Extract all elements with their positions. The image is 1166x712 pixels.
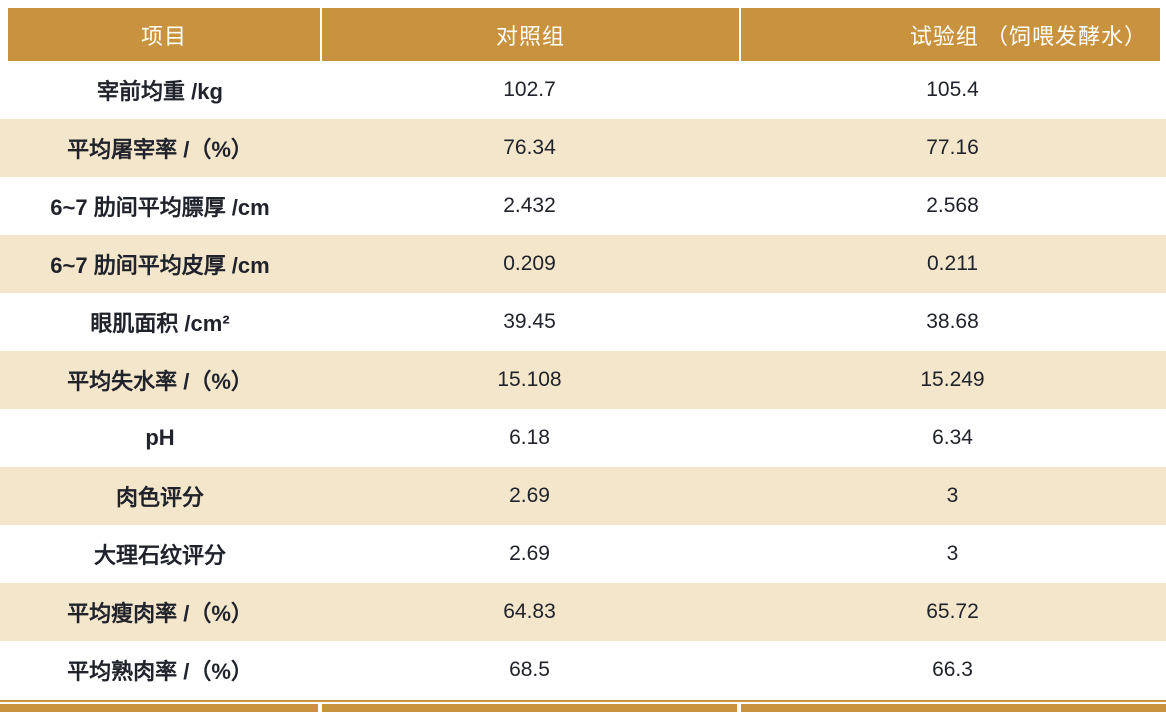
table-row: 眼肌面积 /cm² 39.45 38.68 xyxy=(0,293,1166,351)
header-col-control: 对照组 xyxy=(320,8,739,61)
table-row: 平均屠宰率 /（%） 76.34 77.16 xyxy=(0,119,1166,177)
row-label: 肉色评分 xyxy=(115,485,204,510)
row-label: 眼肌面积 /cm² xyxy=(90,311,230,336)
table-row: 大理石纹评分 2.69 3 xyxy=(0,525,1166,583)
bottom-rule-segment xyxy=(0,704,318,712)
row-label: 大理石纹评分 xyxy=(93,543,226,568)
table-row: 平均瘦肉率 /（%） 64.83 65.72 xyxy=(0,583,1166,641)
table-row: 6~7 肋间平均膘厚 /cm 2.432 2.568 xyxy=(0,177,1166,235)
table-row: 平均熟肉率 /（%） 68.5 66.3 xyxy=(0,641,1166,699)
table-row: 平均失水率 /（%） 15.108 15.249 xyxy=(0,351,1166,409)
control-value: 0.209 xyxy=(503,252,556,275)
test-value: 38.68 xyxy=(926,310,979,333)
test-value: 66.3 xyxy=(932,658,973,681)
table-row: pH 6.18 6.34 xyxy=(0,409,1166,467)
test-value: 3 xyxy=(946,484,959,507)
control-value: 2.432 xyxy=(503,194,556,217)
test-value: 15.249 xyxy=(920,368,985,391)
control-value: 64.83 xyxy=(503,600,556,623)
bottom-rule-segment xyxy=(322,704,737,712)
row-label: 6~7 肋间平均皮厚 /cm xyxy=(50,253,270,278)
control-value: 68.5 xyxy=(509,658,550,681)
bottom-rule-segment xyxy=(741,704,1166,712)
control-value: 2.69 xyxy=(509,484,550,507)
row-label: pH xyxy=(145,425,175,450)
header-col-test: 试验组 （饲喂发酵水） xyxy=(739,8,1160,61)
control-value: 102.7 xyxy=(503,78,556,101)
test-value: 6.34 xyxy=(932,426,973,449)
control-value: 6.18 xyxy=(509,426,550,449)
test-value: 0.211 xyxy=(927,252,978,275)
table-row: 肉色评分 2.69 3 xyxy=(0,467,1166,525)
test-value: 105.4 xyxy=(926,78,979,101)
control-value: 76.34 xyxy=(503,136,556,159)
table-body: 宰前均重 /kg 102.7 105.4 平均屠宰率 /（%） 76.34 77… xyxy=(0,61,1166,699)
bottom-rule-thin xyxy=(0,700,1166,702)
control-value: 39.45 xyxy=(503,310,556,333)
test-value: 2.568 xyxy=(926,194,979,217)
control-value: 2.69 xyxy=(509,542,550,565)
table-row: 宰前均重 /kg 102.7 105.4 xyxy=(0,61,1166,119)
test-value: 65.72 xyxy=(926,600,979,623)
table-row: 6~7 肋间平均皮厚 /cm 0.209 0.211 xyxy=(0,235,1166,293)
row-label: 6~7 肋间平均膘厚 /cm xyxy=(50,195,270,220)
row-label: 平均熟肉率 /（%） xyxy=(67,659,253,684)
bottom-rule-thick xyxy=(0,704,1166,712)
test-value: 3 xyxy=(946,542,959,565)
control-value: 15.108 xyxy=(497,368,562,391)
row-label: 平均失水率 /（%） xyxy=(67,369,253,394)
table-header: 项目 对照组 试验组 （饲喂发酵水） xyxy=(8,8,1160,61)
bottom-rule-gap xyxy=(318,704,322,712)
row-label: 平均屠宰率 /（%） xyxy=(67,137,253,162)
row-label: 平均瘦肉率 /（%） xyxy=(67,601,253,626)
test-value: 77.16 xyxy=(926,136,979,159)
row-label: 宰前均重 /kg xyxy=(97,79,223,104)
bottom-rule-gap xyxy=(737,704,741,712)
header-col-item: 项目 xyxy=(140,23,187,49)
